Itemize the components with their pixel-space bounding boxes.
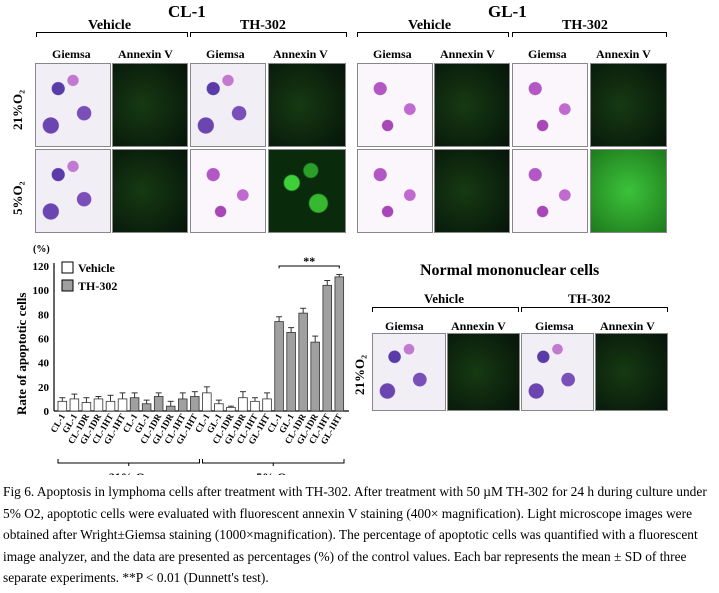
y-unit-label: (%)	[33, 244, 50, 255]
bar-vehicle-cl-1ht	[250, 400, 260, 412]
legend-swatch-th-302	[61, 279, 74, 292]
micrograph-cl1-vehicle-giemsa-21	[35, 63, 111, 147]
bar-th-302-cl-1	[274, 321, 284, 412]
apoptosis-bar-chart: 0 20 40 60 80 100 120 (%) Rate of apoptotic cell…	[14, 244, 349, 475]
micrograph-normal-th-giemsa	[521, 333, 594, 411]
micrograph-cl1-th-annexin-5	[268, 149, 346, 233]
bar-th-302-gl-1ht	[190, 396, 200, 412]
normal-th-giemsa-label: Giemsa	[535, 319, 574, 333]
bar-th-302-cl-1ht	[322, 284, 332, 412]
micrograph-normal-vehicle-annexin	[447, 333, 520, 411]
cl1-giemsa-label: Giemsa	[52, 47, 91, 61]
cl1-th-label: TH-302	[240, 18, 286, 33]
y-axis-title: Rate of apoptotic cells	[14, 293, 29, 415]
y-tick-label: 20	[38, 382, 50, 394]
gl1-vehicle-bracket	[357, 32, 509, 37]
row-label-21: 21%O₂	[10, 89, 25, 130]
y-tick-label: 120	[33, 261, 50, 273]
gl1-th-label: TH-302	[562, 18, 608, 33]
y-tick-label: 80	[38, 309, 50, 321]
micrograph-cl1-vehicle-annexin-5	[112, 149, 188, 233]
bar-th-302-gl-1	[286, 332, 296, 412]
normal-th-annexin-label: Annexin V	[600, 319, 655, 333]
bar-vehicle-gl-1dr	[238, 397, 248, 412]
bar-th-302-gl-1	[141, 403, 152, 412]
micrograph-gl1-th-giemsa-5	[512, 149, 588, 233]
y-tick-label: 0	[44, 406, 50, 418]
y-tick-label: 100	[33, 285, 50, 297]
normal-vehicle-label: Vehicle	[424, 291, 464, 306]
bar-th-302-cl-1dr	[153, 396, 164, 412]
bar-vehicle-gl-1ht	[117, 398, 128, 412]
micrograph-gl1-vehicle-giemsa-21	[357, 63, 433, 147]
cl1-th-annexin-label: Annexin V	[273, 47, 328, 61]
figure-caption: Fig 6. Apoptosis in lymphoma cells after…	[3, 484, 707, 585]
bar-vehicle-cl-1	[202, 392, 212, 412]
gl1-vehicle-label: Vehicle	[408, 18, 452, 33]
row-label-5: 5%O₂	[10, 181, 25, 215]
micrograph-cl1-th-giemsa-5	[190, 149, 266, 233]
bar-vehicle-gl-1	[214, 403, 224, 412]
normal-title: Normal mononuclear cells	[420, 262, 600, 279]
bar-vehicle-gl-1ht	[262, 398, 272, 412]
cl1-vehicle-label: Vehicle	[88, 18, 132, 33]
micrograph-gl1-vehicle-annexin-21	[434, 63, 510, 147]
legend-swatch-vehicle	[61, 261, 74, 274]
group-label: 5% O₂	[256, 470, 290, 475]
y-tick-label: 40	[38, 358, 50, 370]
micrograph-gl1-th-annexin-5	[590, 149, 667, 233]
bar-th-302-cl-1dr	[298, 312, 308, 412]
legend-label: TH-302	[78, 279, 117, 293]
bar-th-302-gl-1dr	[165, 405, 176, 412]
normal-annexin-label: Annexin V	[451, 319, 506, 333]
micrograph-gl1-vehicle-annexin-5	[434, 149, 510, 233]
gl1-th-annexin-label: Annexin V	[596, 47, 651, 61]
micrograph-cl1-th-annexin-21	[268, 63, 346, 147]
bar-vehicle-gl-1	[69, 398, 80, 412]
micrograph-gl1-vehicle-giemsa-5	[357, 149, 433, 233]
bar-vehicle-cl-1dr	[226, 406, 236, 412]
gl1-th-giemsa-label: Giemsa	[528, 47, 567, 61]
normal-vehicle-bracket	[372, 307, 519, 312]
normal-th-label: TH-302	[568, 291, 611, 306]
normal-th-bracket	[521, 307, 668, 312]
gl1-annexin-label: Annexin V	[440, 47, 495, 61]
bar-th-302-gl-1dr	[310, 341, 320, 412]
legend-label: Vehicle	[78, 261, 116, 275]
gl1-title: GL-1	[488, 2, 527, 21]
bar-vehicle-cl-1dr	[81, 402, 92, 412]
normal-giemsa-label: Giemsa	[385, 319, 424, 333]
gl1-th-bracket	[512, 32, 667, 37]
micrograph-normal-vehicle-giemsa	[372, 333, 446, 411]
bar-vehicle-cl-1	[57, 400, 68, 412]
bar-vehicle-cl-1ht	[105, 400, 116, 412]
group-bracket	[57, 459, 200, 466]
significance-bracket	[278, 265, 340, 269]
y-tick-label: 60	[38, 334, 50, 346]
cl1-title: CL-1	[168, 2, 206, 21]
cl1-th-giemsa-label: Giemsa	[206, 47, 245, 61]
cl1-vehicle-bracket	[36, 32, 188, 37]
micrograph-gl1-th-giemsa-21	[512, 63, 588, 147]
micrograph-normal-th-annexin	[595, 333, 668, 411]
bar-vehicle-gl-1dr	[93, 398, 104, 412]
bar-th-302-cl-1	[129, 397, 140, 412]
gl1-giemsa-label: Giemsa	[373, 47, 412, 61]
cl1-th-bracket	[190, 32, 347, 37]
cl1-annexin-label: Annexin V	[118, 47, 173, 61]
micrograph-cl1-th-giemsa-21	[190, 63, 266, 147]
bar-th-302-cl-1ht	[178, 398, 188, 412]
bar-th-302-gl-1ht	[334, 276, 345, 412]
micrograph-cl1-vehicle-annexin-21	[112, 63, 188, 147]
group-label: 21% O₂	[109, 470, 149, 475]
group-bracket	[202, 459, 345, 466]
micrograph-cl1-vehicle-giemsa-5	[35, 149, 111, 233]
significance-label: **	[303, 254, 315, 268]
micrograph-gl1-th-annexin-21	[590, 63, 667, 147]
